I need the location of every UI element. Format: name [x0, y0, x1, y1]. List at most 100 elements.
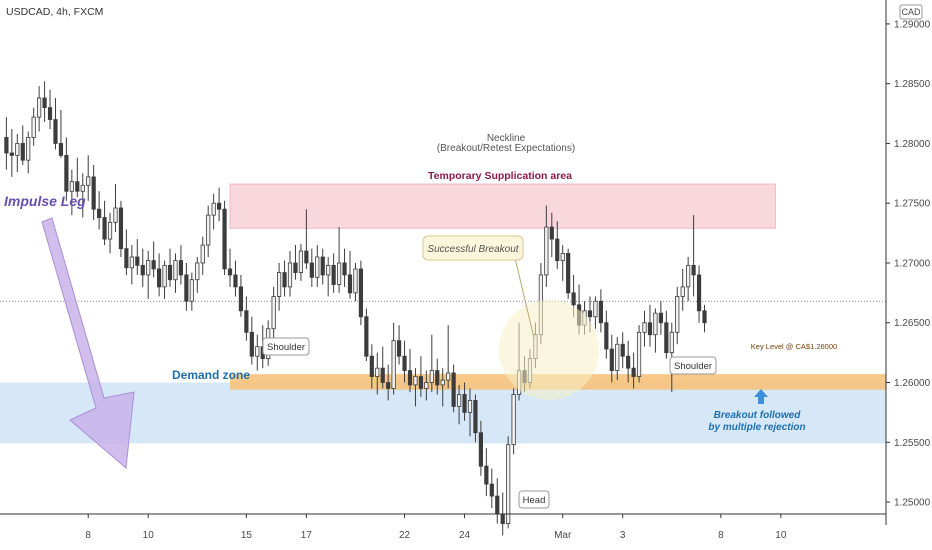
candle — [75, 157, 80, 198]
candle-body — [598, 300, 603, 324]
candle — [484, 448, 489, 497]
candle — [413, 368, 418, 407]
candle-body — [233, 274, 238, 288]
candle-body — [146, 260, 151, 276]
candle — [626, 340, 631, 383]
candle — [58, 109, 64, 158]
time-tick-label[interactable]: 10 — [775, 530, 787, 541]
candle — [555, 221, 560, 269]
candle-body — [495, 495, 500, 515]
time-tick-label[interactable]: 8 — [85, 530, 91, 541]
breakout-note-line1: Breakout followed — [714, 410, 802, 421]
candle-body — [331, 264, 336, 285]
candle-body — [653, 312, 658, 336]
price-tick-label[interactable]: 1.28500 — [894, 79, 931, 90]
time-axis-ticks[interactable]: 8 10 15 17 22 24 Mar 3 8 10 — [85, 514, 787, 541]
candle-body — [647, 322, 653, 336]
candle — [489, 468, 494, 509]
price-tick-label[interactable]: 1.25500 — [894, 438, 931, 449]
zones-layer: Demand zone Temporary Supplication area Ke… — [0, 170, 932, 444]
candle — [396, 325, 402, 365]
candle-body — [157, 268, 162, 288]
price-tick-label[interactable]: 1.28000 — [894, 139, 931, 150]
time-tick-label[interactable]: 24 — [459, 530, 471, 541]
candle-body — [386, 382, 391, 389]
head-tag: Head — [518, 490, 550, 509]
candle — [86, 155, 91, 201]
impulse-leg-label: Impulse Leg — [4, 193, 86, 209]
price-axis-ticks[interactable]: 1.29000 1.28500 1.28000 1.27500 1.27000 1.265… — [886, 19, 931, 509]
candle — [271, 286, 276, 341]
demand-zone-label: Demand zone — [172, 368, 250, 382]
price-tick-label[interactable]: 1.26000 — [894, 378, 931, 389]
left-shoulder-label: Shoulder — [267, 342, 305, 353]
candle — [386, 364, 391, 401]
time-tick-label[interactable]: 3 — [620, 530, 626, 541]
candle-body — [429, 370, 434, 383]
candle-body — [489, 483, 494, 497]
candle — [375, 352, 380, 395]
candle-body — [244, 310, 249, 333]
candle — [680, 268, 685, 311]
price-tick-label[interactable]: 1.27500 — [894, 199, 931, 210]
candle-body — [86, 176, 91, 186]
candle — [446, 325, 451, 389]
candle-body — [364, 316, 369, 357]
candle — [424, 370, 429, 401]
candle-body — [680, 286, 685, 297]
candle — [107, 212, 113, 254]
candle-body — [500, 513, 505, 524]
candle-body — [102, 217, 107, 240]
candle-body — [124, 248, 129, 269]
candle — [364, 308, 369, 361]
candle — [31, 107, 36, 146]
candle-body — [636, 331, 642, 377]
candle-body — [424, 382, 429, 389]
candle — [642, 310, 647, 347]
candle — [320, 248, 325, 285]
candle-body — [37, 97, 42, 118]
candle-body — [15, 143, 20, 156]
time-tick-label[interactable]: 17 — [301, 530, 313, 541]
price-tick-label[interactable]: 1.26500 — [894, 318, 931, 329]
candle — [140, 248, 145, 287]
neckline-title: Neckline — [487, 133, 526, 144]
candle — [157, 253, 162, 297]
candle — [686, 257, 691, 302]
candle — [162, 260, 167, 299]
candle-body — [211, 202, 216, 216]
candle — [402, 340, 407, 383]
candle — [473, 394, 478, 443]
candle-body — [626, 355, 631, 369]
time-tick-label[interactable]: 15 — [241, 530, 253, 541]
candle-body — [702, 310, 707, 324]
candle-body — [9, 152, 14, 156]
candle-body — [571, 292, 576, 306]
candle-body — [549, 226, 554, 240]
price-tick-label[interactable]: 1.29000 — [894, 19, 931, 30]
time-tick-label[interactable]: Mar — [554, 530, 572, 541]
price-tick-label[interactable]: 1.25000 — [894, 498, 931, 509]
candle — [544, 205, 549, 287]
price-tick-label[interactable]: 1.27000 — [894, 258, 931, 269]
head-label: Head — [523, 495, 546, 506]
candle — [97, 191, 102, 230]
candle-body — [462, 394, 467, 413]
time-tick-label[interactable]: 8 — [718, 530, 724, 541]
candle — [353, 262, 358, 302]
candle-body — [238, 286, 244, 312]
candle-body — [113, 207, 118, 223]
time-tick-label[interactable]: 22 — [399, 530, 411, 541]
candle-body — [566, 253, 571, 294]
candle — [391, 322, 396, 395]
breakout-callout-line — [514, 257, 535, 339]
candle — [620, 332, 625, 369]
candle-body — [691, 264, 696, 276]
candle-body — [609, 348, 614, 371]
candle-body — [451, 372, 456, 407]
candle-body — [435, 370, 440, 386]
neckline-subtitle: (Breakout/Retest Expectations) — [437, 143, 575, 154]
time-tick-label[interactable]: 10 — [143, 530, 155, 541]
candle-body — [276, 272, 282, 297]
